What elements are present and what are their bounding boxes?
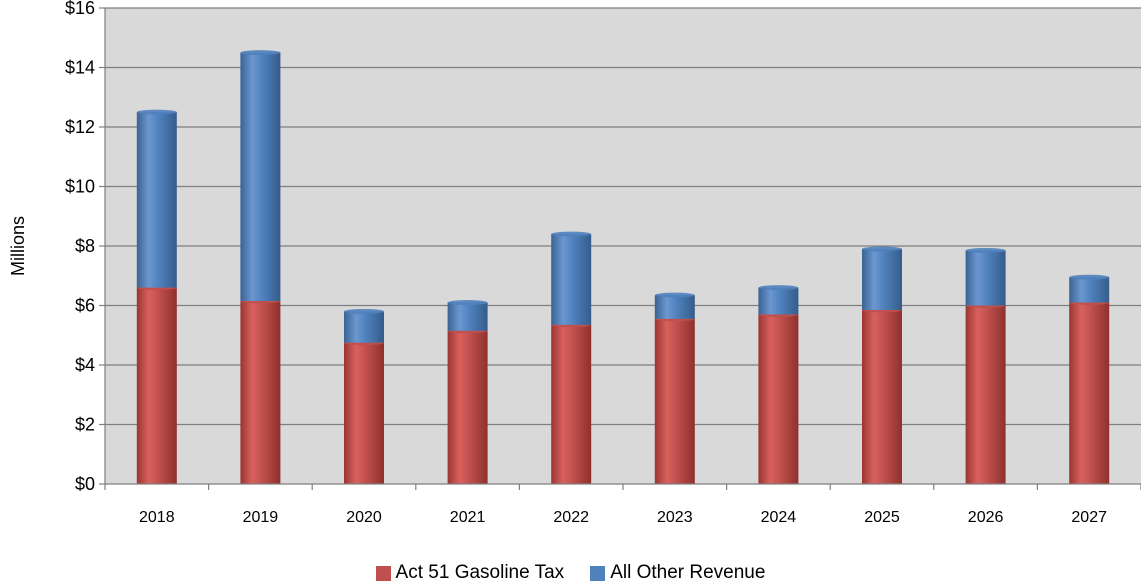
y-tick-labels: $0 $2 $4 $6 $8 $10 $12 $14 $16	[65, 0, 95, 494]
bar-all-other-revenue	[344, 311, 384, 343]
y-tick-label: $0	[75, 474, 95, 494]
x-tick-label: 2024	[761, 509, 797, 526]
y-tick-label: $12	[65, 117, 95, 137]
y-tick-label: $14	[65, 58, 95, 78]
legend-item-other: All Other Revenue	[590, 562, 765, 584]
bar-cap	[1069, 274, 1110, 280]
y-tick-label: $16	[65, 0, 95, 18]
bar-cap	[344, 308, 384, 314]
legend-label-other: All Other Revenue	[610, 562, 766, 583]
bars	[136, 50, 1110, 484]
bar-act51-gasoline-tax	[965, 305, 1006, 484]
bar-cap	[965, 247, 1006, 253]
legend-item-act51: Act 51 Gasoline Tax	[375, 562, 565, 584]
bar-act51-gasoline-tax	[136, 287, 177, 484]
x-tick-label: 2023	[657, 509, 693, 526]
x-tick-labels: 2018 2019 2020 2021 2022 2023 2024 2025 2026 2027	[139, 509, 1107, 526]
y-tick-label: $8	[75, 236, 95, 256]
bar-all-other-revenue	[862, 248, 902, 310]
bar-cap	[447, 300, 488, 306]
y-tick-label: $10	[65, 177, 95, 197]
bar-cap	[136, 109, 177, 115]
legend-swatch-red	[375, 565, 391, 581]
y-axis-title: Millions	[8, 216, 28, 276]
x-tick-label: 2019	[243, 509, 279, 526]
x-tick-label: 2026	[968, 509, 1004, 526]
bar-act51-gasoline-tax	[240, 301, 281, 484]
x-tick-label: 2018	[139, 509, 175, 526]
bar-act51-gasoline-tax	[654, 318, 695, 484]
bar-all-other-revenue	[551, 234, 592, 325]
bar-act51-gasoline-tax	[447, 330, 488, 484]
x-tick-label: 2020	[346, 509, 382, 526]
x-tick-label: 2025	[864, 509, 900, 526]
bar-cap	[240, 50, 281, 56]
bar-cap	[758, 285, 799, 291]
bar-act51-gasoline-tax	[1069, 302, 1110, 484]
bar-act51-gasoline-tax	[758, 314, 799, 484]
bar-all-other-revenue	[136, 112, 177, 288]
bar-all-other-revenue	[654, 295, 695, 319]
bar-all-other-revenue	[758, 287, 799, 315]
bar-act51-gasoline-tax	[862, 309, 902, 484]
bar-act51-gasoline-tax	[551, 324, 592, 484]
bar-cap	[862, 246, 902, 252]
legend-label-act51: Act 51 Gasoline Tax	[395, 562, 565, 583]
bar-cap	[551, 231, 592, 237]
y-tick-label: $6	[75, 296, 95, 316]
x-tick-label: 2022	[553, 509, 589, 526]
bar-all-other-revenue	[240, 52, 281, 302]
y-tick-label: $4	[75, 355, 95, 375]
x-tick-label: 2027	[1071, 509, 1107, 526]
bar-all-other-revenue	[1069, 277, 1110, 303]
x-tick-label: 2021	[450, 509, 486, 526]
legend-swatch-blue	[590, 565, 606, 581]
bar-act51-gasoline-tax	[344, 342, 384, 484]
bar-all-other-revenue	[447, 302, 488, 331]
bar-cap	[654, 292, 695, 298]
bar-all-other-revenue	[965, 250, 1006, 306]
axes	[99, 7, 1141, 490]
y-tick-label: $2	[75, 415, 95, 435]
legend: Act 51 Gasoline Tax All Other Revenue	[0, 562, 1141, 584]
